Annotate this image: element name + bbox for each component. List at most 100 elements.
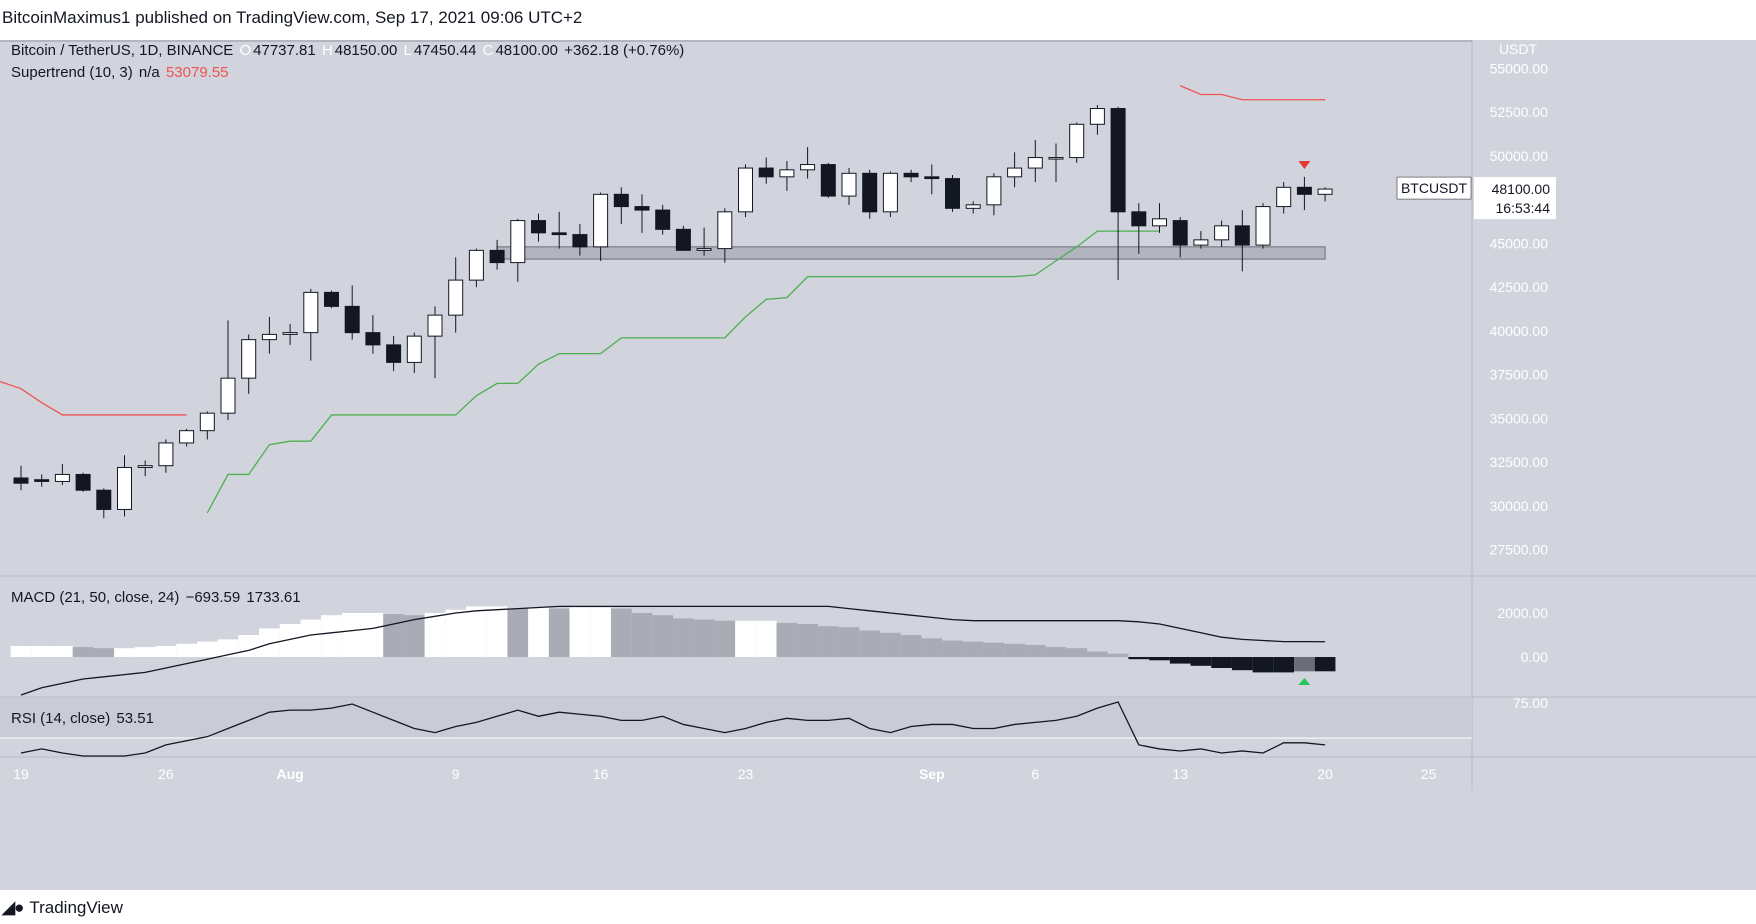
countdown-value: 16:53:44 [1496, 200, 1551, 216]
x-tick-label: 20 [1317, 766, 1333, 782]
x-tick-label: 9 [452, 766, 460, 782]
macd-histogram-bar [445, 609, 467, 657]
candle-body [510, 220, 526, 264]
sell-signal-icon [1298, 161, 1311, 169]
candle-body [675, 228, 691, 251]
y-tick-label: 42500.00 [1490, 279, 1549, 295]
high-value: 48150.00 [334, 42, 398, 59]
footer-bar: ◢● TradingView [0, 890, 1756, 924]
candlestick-chart[interactable]: USDT 27500.00 30000.00 32500.00 35000.00 3750… [0, 40, 1756, 890]
candle-body [634, 206, 650, 211]
candle-body [779, 169, 795, 178]
support-zone [496, 246, 1326, 260]
macd-histogram-bar [1231, 657, 1253, 671]
currency-label: USDT [1499, 41, 1538, 57]
macd-histogram-bar [735, 620, 756, 657]
candle-body [738, 167, 753, 213]
candle-body [261, 333, 277, 341]
y-tick-label: 55000.00 [1490, 60, 1549, 76]
candle-body [903, 172, 919, 178]
y-tick-label: 45000.00 [1490, 235, 1549, 251]
candle-body [468, 249, 484, 281]
tradingview-logo[interactable]: ◢● TradingView [2, 898, 123, 918]
macd-histogram-bar [673, 618, 694, 657]
y-tick-label: 37500.00 [1490, 367, 1549, 383]
macd-histogram-bar [1107, 653, 1129, 657]
y-tick-label: 52500.00 [1490, 104, 1549, 120]
x-tick-label: Aug [276, 766, 303, 782]
supertrend-legend: Supertrend (10, 3) n/a 53079.55 [11, 64, 231, 81]
macd-y-tick-label: 0.00 [1521, 649, 1548, 665]
candle-body [241, 339, 257, 379]
x-tick-label: 25 [1421, 766, 1437, 782]
candle-body [841, 172, 857, 197]
macd-histogram-bar [507, 608, 529, 657]
candle-body [862, 172, 878, 213]
y-tick-label: 50000.00 [1490, 148, 1549, 164]
candle-body [1255, 206, 1271, 246]
candle-body [1069, 123, 1085, 159]
macd-histogram-bar [486, 606, 508, 657]
chart-area[interactable]: USDT 27500.00 30000.00 32500.00 35000.00 3750… [0, 40, 1756, 890]
y-tick-label: 35000.00 [1490, 410, 1549, 426]
candle-body [1276, 186, 1292, 208]
candle-body [179, 430, 195, 444]
macd-histogram-bar [1190, 657, 1212, 666]
candle-body [365, 332, 381, 346]
y-tick-label: 40000.00 [1490, 323, 1549, 339]
x-tick-label: Sep [919, 766, 945, 782]
candle-body [303, 291, 319, 334]
macd-histogram-bar [797, 624, 818, 657]
x-tick-label: 6 [1031, 766, 1039, 782]
buy-signal-icon [1298, 678, 1311, 685]
close-value: 48100.00 [495, 42, 559, 59]
macd-histogram-bar [424, 613, 446, 657]
candle-body [75, 473, 91, 491]
candle-body [1131, 211, 1147, 227]
macd-histogram-bar [921, 638, 943, 657]
x-tick-label: 19 [13, 766, 29, 782]
candle-body [572, 234, 588, 248]
x-tick-label: 13 [1172, 766, 1188, 782]
macd-value-2: 1733.61 [246, 589, 301, 606]
macd-histogram-bar [362, 613, 384, 657]
macd-histogram-bar [196, 641, 218, 657]
candle-body [551, 232, 567, 236]
candle-body [717, 211, 733, 250]
candle-body [800, 164, 816, 171]
macd-histogram-bar [569, 607, 591, 657]
supertrend-value: 53079.55 [165, 64, 229, 81]
macd-histogram-bar [1004, 643, 1025, 657]
supertrend-na: n/a [138, 64, 160, 81]
change-value: +362.18 (+0.76%) [564, 42, 685, 59]
candle-body [1317, 188, 1333, 195]
macd-histogram-bar [714, 620, 736, 657]
rsi-y-tick-label: 75.00 [1513, 695, 1548, 711]
candle-body [965, 204, 981, 209]
high-label: H [321, 42, 333, 59]
candle-body [758, 167, 774, 178]
macd-histogram-bar [859, 630, 881, 657]
price-badge-value: 48100.00 [1492, 181, 1551, 197]
candle-body [924, 176, 940, 180]
candle-body [344, 305, 360, 334]
macd-histogram-bar [693, 619, 715, 657]
candle-body [1089, 108, 1105, 125]
candle-body [199, 412, 215, 432]
candle-body [593, 193, 609, 248]
rsi-label: RSI (14, close) [11, 710, 111, 727]
candle-body [282, 332, 298, 335]
macd-histogram-bar [817, 626, 839, 657]
symbol-label: Bitcoin / TetherUS, 1D, BINANCE [11, 42, 234, 59]
macd-label: MACD (21, 50, close, 24) [11, 589, 180, 606]
candle-body [1152, 218, 1167, 227]
candle-body [1172, 220, 1188, 246]
tradingview-brand: TradingView [29, 898, 123, 917]
supertrend-line-bullish [206, 230, 1160, 514]
rsi-line [20, 701, 1326, 757]
macd-histogram-bar [983, 642, 1005, 657]
ticker-badge-label: BTCUSDT [1401, 180, 1468, 196]
macd-histogram-bar [93, 648, 115, 657]
candle-body [986, 176, 1002, 206]
rsi-band [0, 698, 1472, 738]
